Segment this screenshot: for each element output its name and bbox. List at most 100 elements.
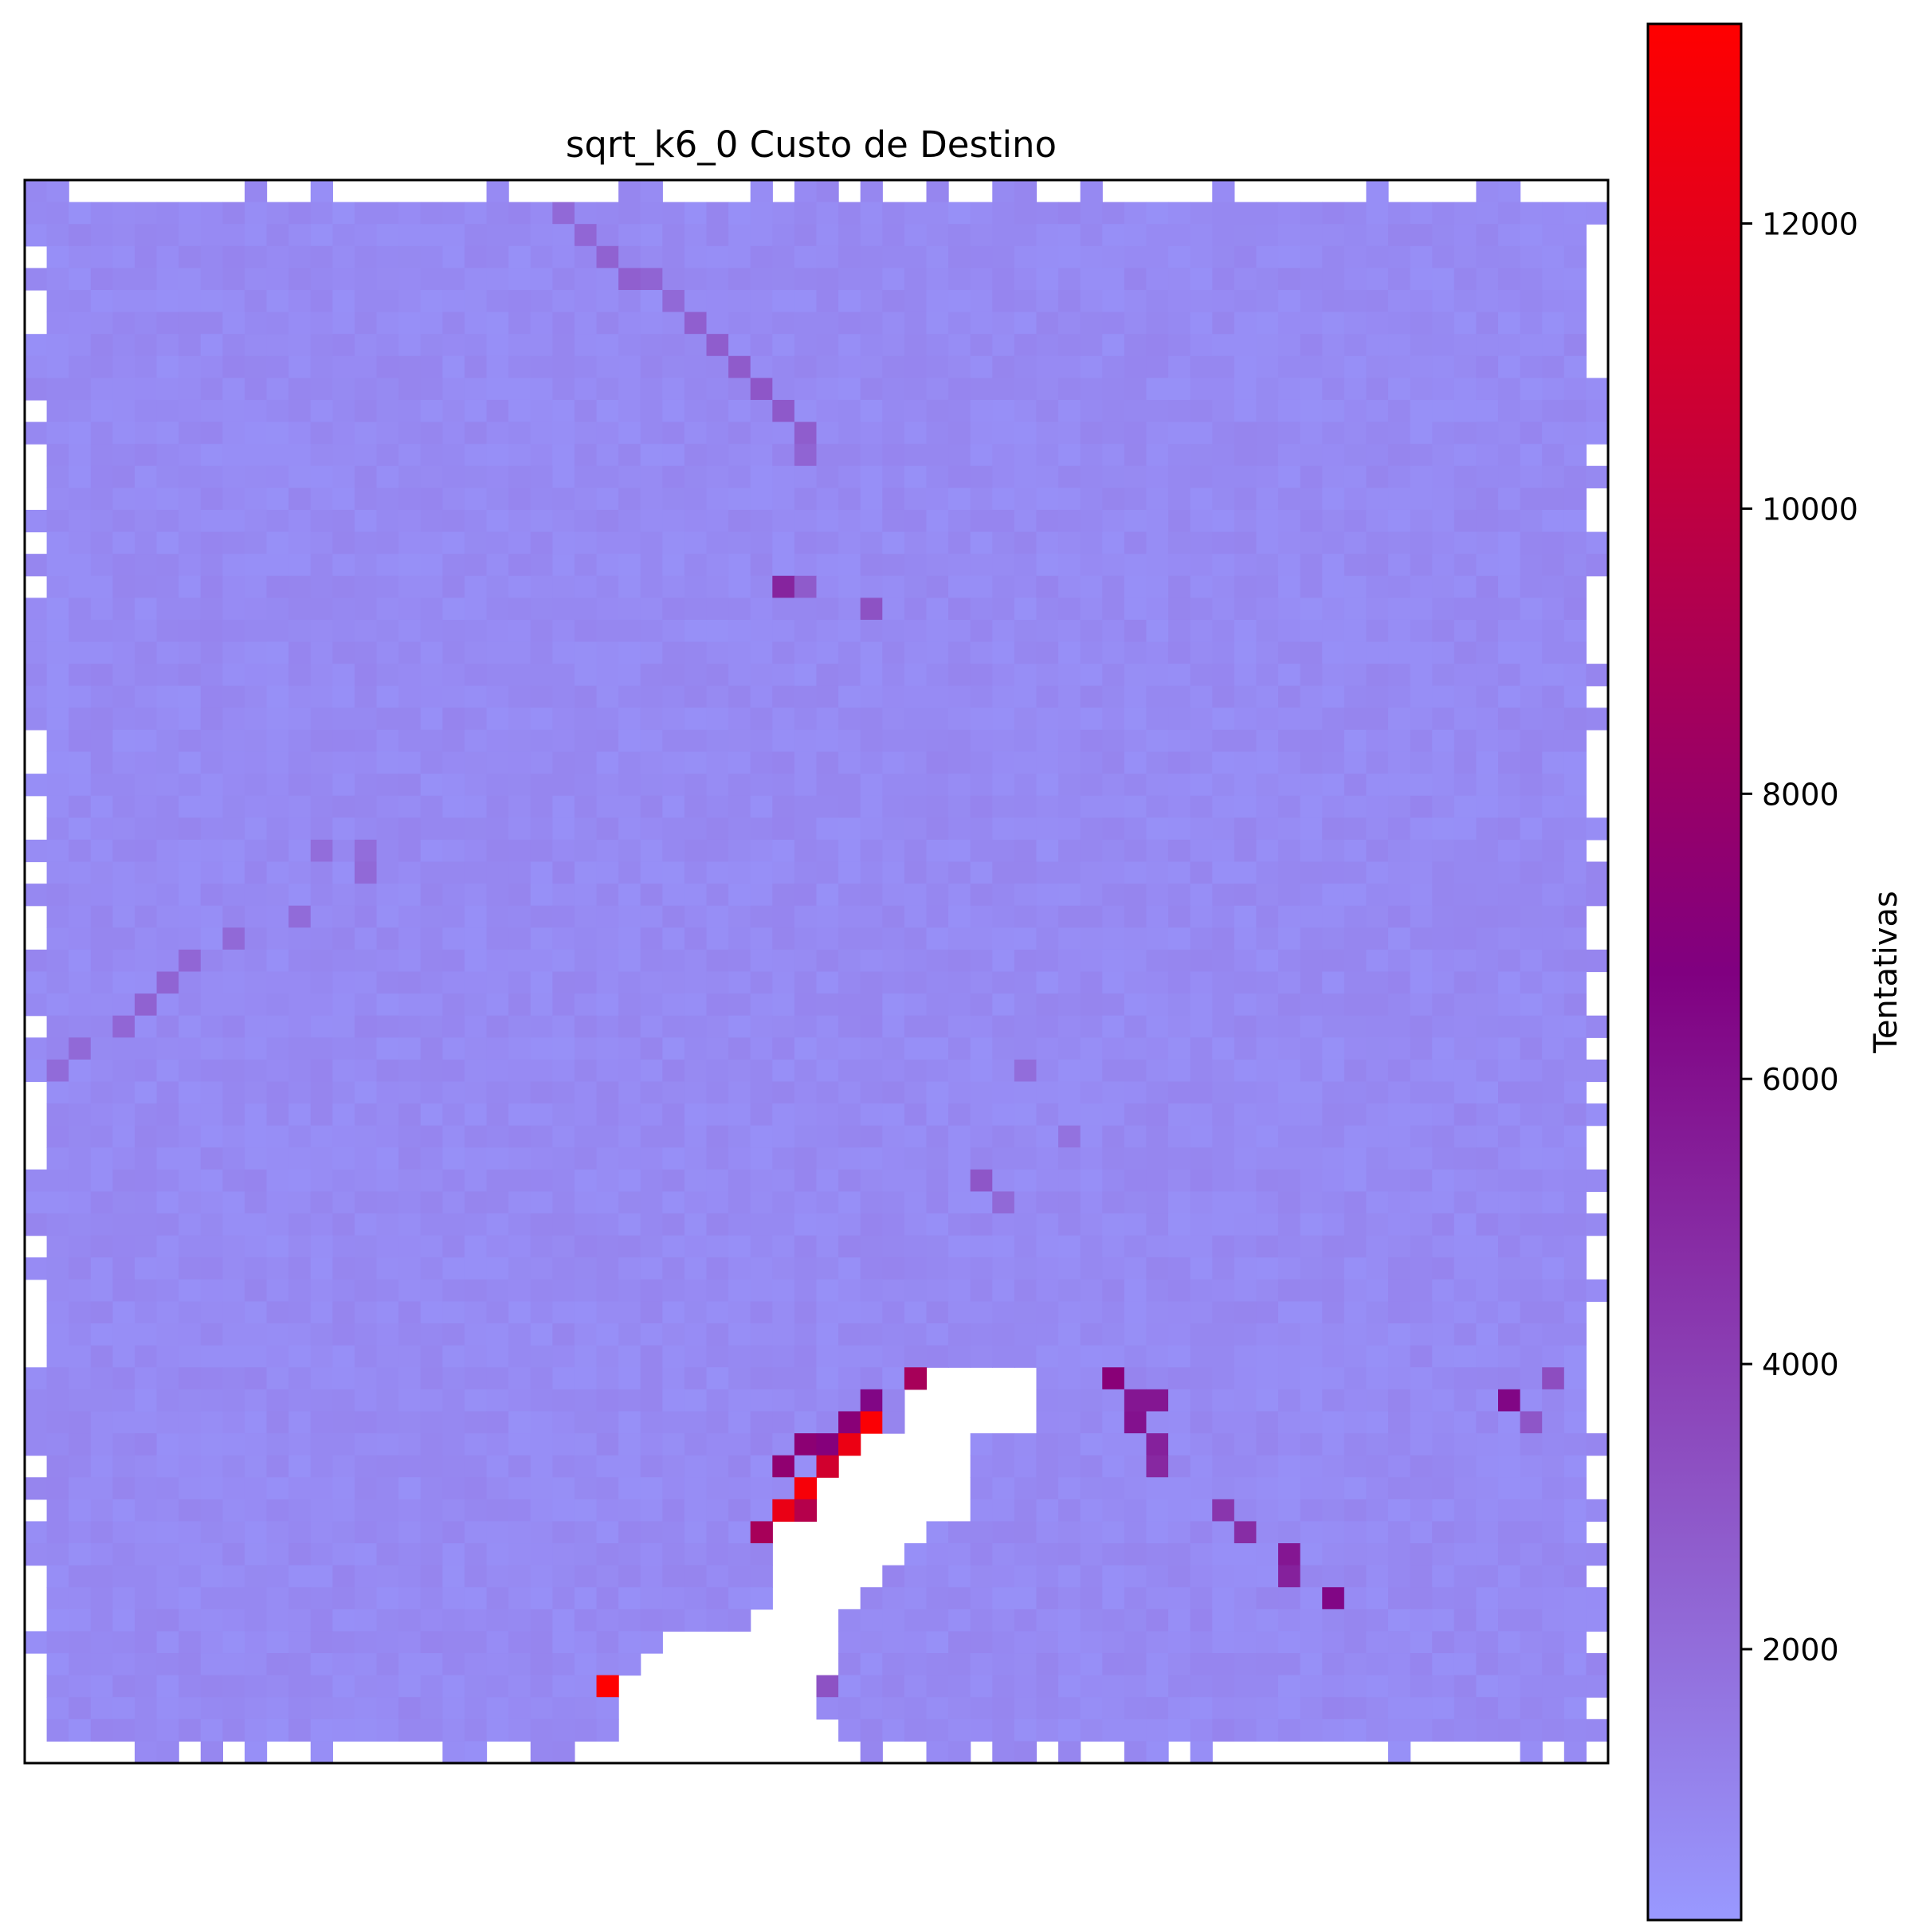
heatmap-cell [244, 1301, 268, 1324]
heatmap-cell [90, 421, 113, 445]
heatmap-cell [288, 707, 312, 731]
heatmap-cell [948, 1059, 971, 1083]
heatmap-cell [1058, 839, 1081, 863]
heatmap-cell [1256, 598, 1279, 621]
heatmap-cell [1168, 1279, 1191, 1303]
heatmap-cell [178, 949, 202, 973]
heatmap-cell [508, 619, 532, 643]
heatmap-cell [420, 817, 443, 841]
heatmap-cell [464, 1389, 488, 1413]
heatmap-cell [46, 444, 69, 467]
heatmap-cell [222, 1345, 245, 1368]
heatmap-cell [728, 1169, 751, 1193]
heatmap-cell [134, 1521, 158, 1544]
heatmap-cell [1124, 1609, 1147, 1632]
heatmap-cell [244, 1191, 268, 1214]
heatmap-cell [1410, 1235, 1433, 1258]
heatmap-cell [662, 1257, 685, 1280]
heatmap-cell [838, 685, 861, 708]
heatmap-cell [1124, 1169, 1147, 1193]
heatmap-cell [1453, 1081, 1477, 1104]
heatmap-cell [1563, 1037, 1587, 1060]
heatmap-cell [222, 751, 245, 774]
heatmap-cell [1498, 1037, 1521, 1060]
heatmap-cell [1146, 905, 1169, 928]
heatmap-cell [1212, 884, 1235, 907]
heatmap-cell [904, 1257, 928, 1280]
heatmap-cell [1256, 1235, 1279, 1258]
heatmap-cell [1410, 619, 1433, 643]
heatmap-cell [1563, 245, 1587, 268]
heatmap-cell [1036, 1323, 1059, 1346]
heatmap-cell [1300, 488, 1323, 511]
heatmap-cell [1542, 1697, 1565, 1720]
heatmap-cell [596, 751, 619, 774]
heatmap-cell [552, 509, 575, 533]
heatmap-cell [46, 1477, 69, 1500]
heatmap-cell [684, 1213, 708, 1236]
heatmap-cell [1256, 1411, 1279, 1434]
heatmap-cell [156, 224, 179, 247]
heatmap-cell [838, 1631, 861, 1654]
heatmap-cell [112, 1213, 135, 1236]
heatmap-cell [156, 1741, 179, 1763]
heatmap-cell [1080, 1059, 1103, 1083]
heatmap-cell [1322, 1213, 1345, 1236]
heatmap-cell [112, 1125, 135, 1148]
heatmap-cell [486, 1521, 509, 1544]
heatmap-cell [1563, 1521, 1587, 1544]
heatmap-cell [662, 1543, 685, 1566]
heatmap-cell [1388, 1081, 1411, 1104]
heatmap-cell [112, 839, 135, 863]
heatmap-cell [1542, 1191, 1565, 1214]
heatmap-cell [1256, 774, 1279, 797]
heatmap-cell [948, 839, 971, 863]
heatmap-cell [904, 817, 928, 841]
heatmap-cell [1080, 707, 1103, 731]
heatmap-cell [376, 839, 399, 863]
heatmap-cell [1256, 1433, 1279, 1456]
heatmap-cell [1520, 1323, 1543, 1346]
heatmap-cell [1366, 1675, 1389, 1698]
heatmap-cell [1388, 751, 1411, 774]
heatmap-cell [728, 1147, 751, 1170]
heatmap-cell [1542, 1301, 1565, 1324]
heatmap-cell [288, 1697, 312, 1720]
heatmap-cell [1542, 751, 1565, 774]
heatmap-cell [1388, 619, 1411, 643]
heatmap-cell [904, 1718, 928, 1742]
heatmap-cell [288, 355, 312, 378]
heatmap-cell [266, 949, 289, 973]
heatmap-cell [90, 334, 113, 357]
heatmap-cell [46, 224, 69, 247]
heatmap-cell [442, 861, 465, 884]
heatmap-cell [1476, 1411, 1499, 1434]
heatmap-cell [1234, 1169, 1257, 1193]
heatmap-cell [1432, 1411, 1455, 1434]
heatmap-cell [706, 1103, 729, 1127]
heatmap-cell [442, 1301, 465, 1324]
heatmap-cell [442, 1718, 465, 1742]
heatmap-cell [112, 465, 135, 488]
heatmap-cell [1256, 1037, 1279, 1060]
heatmap-cell [816, 861, 839, 884]
heatmap-cell [1014, 1345, 1038, 1368]
heatmap-cell [618, 488, 641, 511]
heatmap-cell [442, 1631, 465, 1654]
heatmap-cell [948, 509, 971, 533]
heatmap-cell [706, 1543, 729, 1566]
heatmap-cell [1080, 312, 1103, 335]
heatmap-cell [1080, 334, 1103, 357]
heatmap-cell [684, 1323, 708, 1346]
heatmap-cell [1344, 312, 1367, 335]
heatmap-cell [134, 289, 158, 313]
heatmap-cell [1388, 1718, 1411, 1742]
heatmap-cell [332, 1587, 355, 1610]
heatmap-cell [398, 905, 422, 928]
heatmap-cell [1146, 1455, 1169, 1478]
heatmap-cell [1542, 641, 1565, 664]
heatmap-cell [90, 861, 113, 884]
heatmap-cell [860, 619, 883, 643]
heatmap-cell [838, 1037, 861, 1060]
heatmap-cell [838, 1718, 861, 1742]
